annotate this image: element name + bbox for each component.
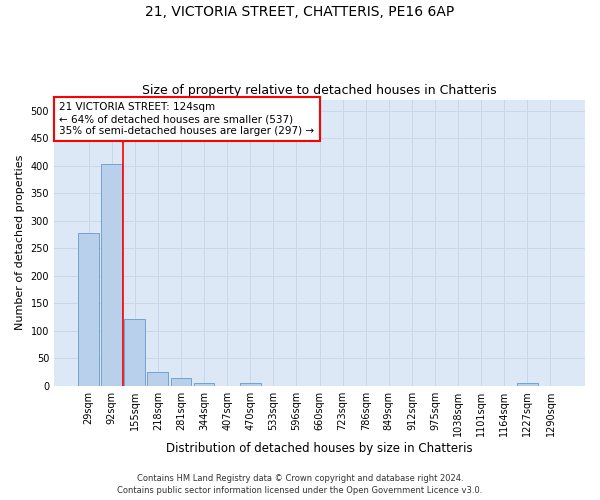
Bar — [124, 320, 145, 386]
Bar — [78, 234, 99, 386]
Bar — [240, 382, 260, 386]
Y-axis label: Number of detached properties: Number of detached properties — [15, 155, 25, 330]
Title: Size of property relative to detached houses in Chatteris: Size of property relative to detached ho… — [142, 84, 497, 97]
Text: 21 VICTORIA STREET: 124sqm
← 64% of detached houses are smaller (537)
35% of sem: 21 VICTORIA STREET: 124sqm ← 64% of deta… — [59, 102, 314, 136]
X-axis label: Distribution of detached houses by size in Chatteris: Distribution of detached houses by size … — [166, 442, 473, 455]
Bar — [170, 378, 191, 386]
Bar — [101, 164, 122, 386]
Bar — [148, 372, 168, 386]
Bar — [517, 383, 538, 386]
Text: Contains HM Land Registry data © Crown copyright and database right 2024.
Contai: Contains HM Land Registry data © Crown c… — [118, 474, 482, 495]
Bar — [194, 383, 214, 386]
Text: 21, VICTORIA STREET, CHATTERIS, PE16 6AP: 21, VICTORIA STREET, CHATTERIS, PE16 6AP — [145, 5, 455, 19]
